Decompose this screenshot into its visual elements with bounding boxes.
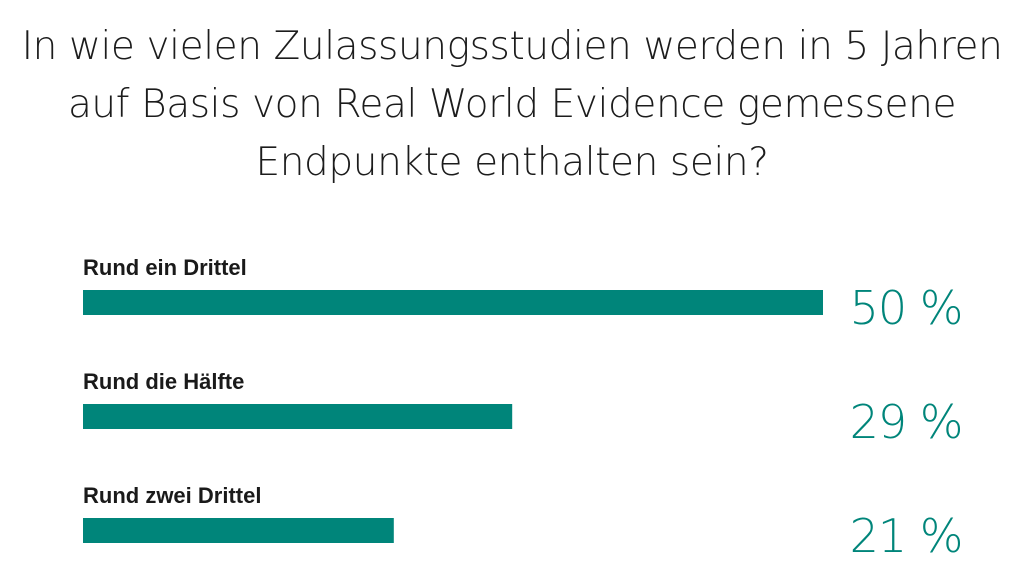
chart-title-line-1: In wie vielen Zulassungsstudien werden i… — [21, 24, 1003, 69]
category-label: Rund zwei Drittel — [83, 483, 261, 508]
chart-title-line-2: auf Basis von Real World Evidence gemess… — [67, 82, 957, 127]
value-label: 21 % — [850, 509, 963, 563]
chart-title: In wie vielen Zulassungsstudien werden i… — [0, 18, 1024, 192]
value-label: 29 % — [850, 395, 963, 449]
bar — [83, 404, 513, 429]
bar — [83, 518, 394, 543]
bar — [83, 290, 823, 315]
value-label: 50 % — [850, 281, 963, 335]
category-label: Rund ein Drittel — [83, 255, 247, 280]
chart-title-line-3: Endpunkte enthalten sein? — [255, 140, 769, 185]
category-label: Rund die Hälfte — [83, 369, 244, 394]
